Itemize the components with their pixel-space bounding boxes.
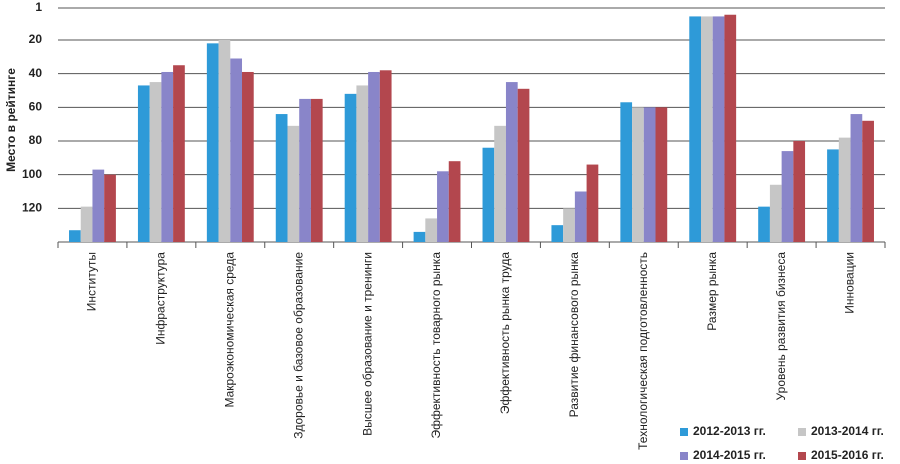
x-tick-label: Эффективность товарного рынка <box>429 252 443 439</box>
bar <box>620 102 633 243</box>
bar <box>310 98 323 243</box>
bar <box>379 70 392 242</box>
x-tick-label: Институты <box>85 252 99 311</box>
bar <box>689 16 701 242</box>
legend-label: 2014-2015 гг. <box>693 448 766 462</box>
bar <box>793 140 806 242</box>
bar <box>505 82 518 242</box>
bar <box>69 230 81 242</box>
bar <box>862 120 874 242</box>
y-tick-label: 80 <box>29 133 43 147</box>
bar <box>700 16 713 242</box>
legend-swatch <box>798 428 806 436</box>
x-tick-label: Макроэкономическая среда <box>222 252 236 408</box>
bar <box>517 88 530 242</box>
bar <box>655 107 668 243</box>
bar <box>574 191 587 242</box>
bar <box>769 184 782 242</box>
bar <box>425 218 438 242</box>
x-tick-label: Развитие финансового рынка <box>567 252 581 418</box>
legend-swatch <box>680 428 688 436</box>
bar <box>242 71 254 242</box>
bar <box>586 164 599 242</box>
bar <box>161 71 174 242</box>
y-tick-label: 40 <box>29 66 43 80</box>
y-tick-label: 1 <box>35 0 42 14</box>
legend-label: 2013-2014 гг. <box>811 424 884 438</box>
bar <box>206 43 219 243</box>
bar <box>104 174 116 242</box>
bar <box>299 98 311 243</box>
bar <box>344 93 357 243</box>
bar <box>643 107 656 243</box>
y-tick-label: 60 <box>29 99 43 113</box>
bar <box>482 147 495 242</box>
bar <box>356 85 369 243</box>
bar <box>413 231 426 242</box>
bar <box>137 85 150 243</box>
bar <box>632 107 644 243</box>
bar <box>437 171 449 242</box>
bar <box>827 149 839 242</box>
bar <box>218 39 231 242</box>
bar <box>448 161 461 242</box>
bar <box>758 206 770 242</box>
bar <box>551 225 564 242</box>
x-tick-label: Здоровье и базовое образование <box>291 252 305 439</box>
bar <box>838 137 851 242</box>
bar <box>275 114 288 242</box>
legend-swatch <box>680 452 688 460</box>
x-tick-label: Эффективность рынка труда <box>498 252 512 414</box>
bar <box>287 125 300 242</box>
bar <box>781 151 794 242</box>
y-tick-label: 20 <box>29 32 43 46</box>
x-tick-label: Технологическая подготовленность <box>636 252 650 450</box>
legend-swatch <box>798 452 806 460</box>
x-tick-label: Инновации <box>843 252 857 314</box>
y-tick-label: 100 <box>22 167 42 181</box>
x-tick-label: Инфраструктура <box>154 252 168 345</box>
bar <box>173 65 185 242</box>
bar <box>712 16 725 242</box>
bar <box>850 114 863 242</box>
legend-label: 2015-2016 гг. <box>811 448 884 462</box>
y-tick-label: 120 <box>22 201 42 215</box>
x-tick-label: Высшее образование и тренинги <box>360 252 374 436</box>
bar <box>368 71 380 242</box>
y-axis-title: Место в рейтинге <box>4 68 18 172</box>
legend-label: 2012-2013 гг. <box>693 424 766 438</box>
bar <box>494 125 506 242</box>
bar <box>724 14 737 243</box>
bar <box>92 169 105 242</box>
x-tick-label: Размер рынка <box>705 252 719 331</box>
bar <box>80 206 93 242</box>
bar <box>149 82 162 242</box>
bar <box>230 58 243 242</box>
x-tick-label: Уровень развития бизнеса <box>774 252 788 401</box>
bar <box>563 208 575 242</box>
